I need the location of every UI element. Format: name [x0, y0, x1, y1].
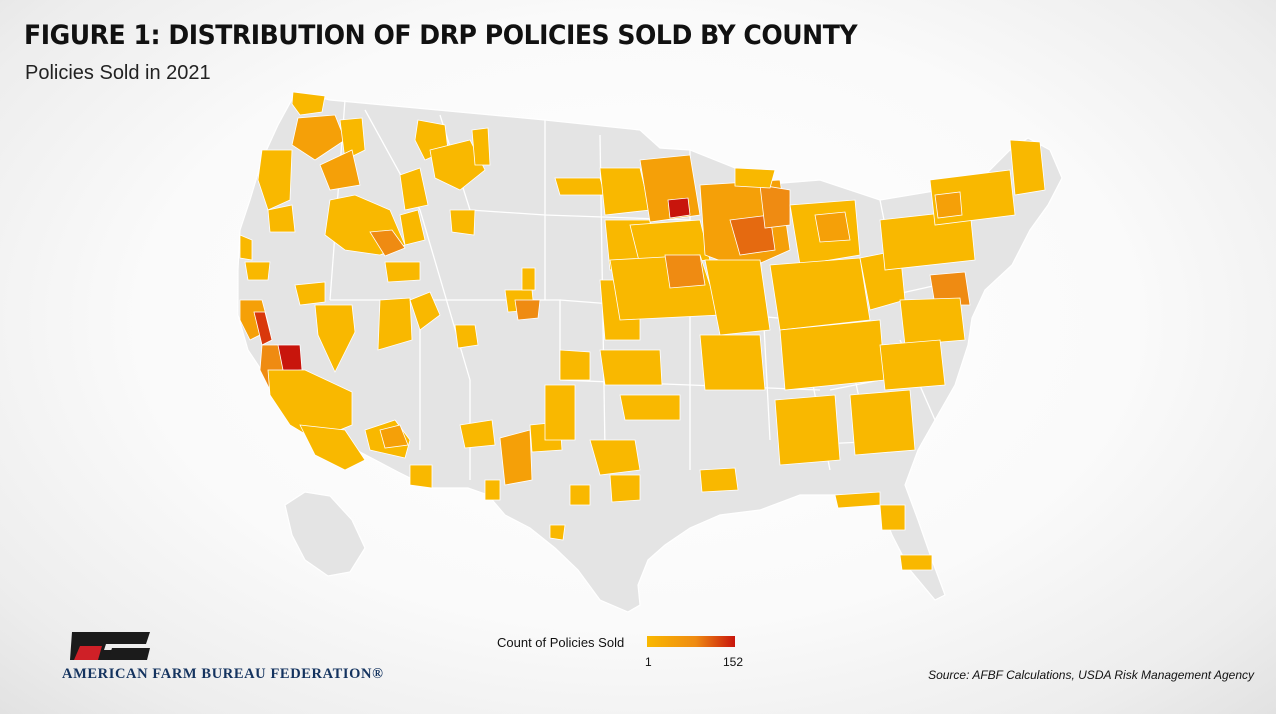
county-cluster-ok: [619, 394, 681, 421]
county-cluster-tx-pan2: [559, 349, 591, 381]
county-cluster-tx-coast: [549, 524, 566, 541]
county-cluster-or-east: [319, 149, 361, 191]
county-cluster-or-west: [257, 149, 293, 211]
county-cluster-tx-east: [609, 474, 641, 503]
county-cluster-mi-thumb: [814, 211, 851, 243]
county-cluster-ky-tn: [779, 319, 886, 391]
county-cluster-al-ms: [774, 394, 841, 466]
county-cluster-ia-ne: [664, 254, 706, 289]
county-cluster-co-north: [521, 267, 536, 291]
county-cluster-id-east: [399, 209, 426, 246]
figure-title: FIGURE 1: DISTRIBUTION OF DRP POLICIES S…: [24, 20, 858, 51]
county-cluster-ny-west: [934, 191, 963, 219]
county-cluster-wa-east: [339, 117, 366, 161]
county-cluster-in-oh: [769, 257, 871, 331]
county-cluster-fl-panhandle: [834, 491, 881, 509]
county-cluster-va-md: [899, 297, 966, 346]
county-cluster-co-east: [514, 299, 541, 321]
county-cluster-wy: [449, 209, 476, 236]
county-cluster-wa-central: [291, 114, 346, 161]
county-cluster-nc: [879, 339, 946, 391]
county-cluster-vt-me: [1009, 139, 1046, 196]
county-cluster-mo: [699, 334, 766, 391]
county-cluster-ut-east: [454, 324, 479, 349]
county-cluster-tx-panhandle: [544, 384, 576, 441]
county-cluster-az-south: [409, 464, 433, 489]
figure-subtitle: Policies Sold in 2021: [25, 62, 211, 84]
legend-color-bar: [647, 636, 735, 647]
county-cluster-ks: [599, 349, 663, 386]
county-cluster-tx-central: [589, 439, 641, 476]
county-cluster-ut-north: [384, 261, 421, 283]
county-cluster-az-phoenix: [379, 424, 409, 449]
county-cluster-sc-ga: [849, 389, 916, 456]
county-layer: [239, 91, 1046, 571]
county-cluster-nm-west: [459, 419, 496, 449]
county-cluster-wi-ne: [759, 184, 791, 229]
county-cluster-mt-east: [471, 127, 491, 166]
county-cluster-il: [704, 259, 771, 336]
alaska-peninsula: [284, 491, 366, 577]
county-cluster-mi-up: [734, 167, 776, 189]
county-cluster-ca-sanjoaquin: [253, 311, 273, 346]
legend-max-label: 152: [723, 655, 744, 669]
legend-title: Count of Policies Sold: [497, 635, 625, 650]
county-cluster-mn-stearns: [667, 197, 691, 219]
county-cluster-ia: [609, 254, 721, 321]
legend-min-label: 1: [645, 655, 652, 669]
fb-logo-icon: [70, 632, 150, 660]
county-cluster-wi-central: [729, 214, 776, 256]
county-cluster-tx-south: [569, 484, 591, 506]
county-cluster-nm-east: [499, 429, 533, 486]
county-cluster-nd-west: [554, 177, 606, 196]
county-cluster-ut-west: [377, 297, 413, 351]
county-cluster-ca-socal: [299, 424, 366, 471]
county-cluster-fl-south: [899, 554, 933, 571]
county-cluster-wa-nw: [291, 91, 326, 116]
county-cluster-fl-north: [879, 504, 906, 531]
county-cluster-nv-north: [294, 281, 326, 306]
county-cluster-nm-south: [484, 479, 501, 501]
county-cluster-or-south: [267, 204, 296, 233]
county-cluster-ca-redding: [244, 261, 271, 281]
source-note: Source: AFBF Calculations, USDA Risk Man…: [928, 668, 1254, 682]
county-cluster-id-magic: [369, 229, 406, 257]
county-cluster-ut-central: [409, 291, 441, 331]
org-name: AMERICAN FARM BUREAU FEDERATION®: [62, 666, 384, 682]
county-cluster-pa-se: [929, 271, 971, 306]
county-cluster-la: [699, 467, 739, 493]
county-cluster-mt-central: [429, 139, 486, 191]
county-cluster-ca-north: [239, 234, 253, 261]
county-cluster-nv-central: [314, 304, 356, 373]
county-cluster-mt-sw: [399, 167, 429, 211]
